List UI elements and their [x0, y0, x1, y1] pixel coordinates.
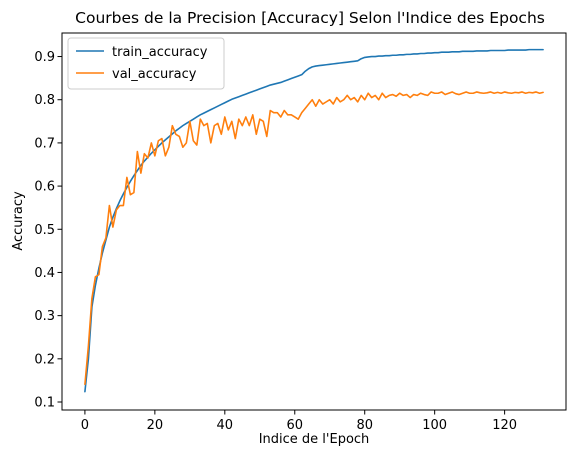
- y-tick-label: 0.5: [34, 223, 55, 238]
- chart-title: Courbes de la Precision [Accuracy] Selon…: [75, 9, 545, 27]
- x-tick-label: 80: [356, 418, 373, 433]
- series-line-train-accuracy: [84, 48, 544, 393]
- y-axis-ticks: 0.1 0.2 0.3 0.4 0.5 0.6 0.7 0.8 0.9: [34, 50, 62, 411]
- x-axis-ticks: 0 20 40 60 80 100 120: [81, 410, 517, 433]
- legend-frame: [67, 37, 225, 90]
- series-line-val-accuracy: [84, 91, 544, 386]
- legend: train_accuracy val_accuracy: [67, 37, 225, 90]
- legend-label-train-accuracy: train_accuracy: [112, 45, 208, 60]
- y-tick-label: 0.1: [34, 396, 55, 411]
- y-tick-label: 0.9: [34, 50, 55, 65]
- y-tick-label: 0.3: [34, 309, 55, 324]
- plot-area: [61, 32, 567, 411]
- y-tick-label: 0.6: [34, 180, 55, 195]
- y-axis-title: Accuracy: [11, 191, 26, 251]
- x-axis-title: Indice de l'Epoch: [259, 432, 370, 447]
- x-tick-label: 20: [147, 418, 164, 433]
- y-tick-label: 0.8: [34, 93, 55, 108]
- x-tick-label: 40: [217, 418, 234, 433]
- legend-label-val-accuracy: val_accuracy: [112, 67, 197, 82]
- x-tick-label: 120: [492, 418, 517, 433]
- y-tick-label: 0.2: [34, 352, 55, 367]
- x-tick-label: 100: [422, 418, 447, 433]
- y-tick-label: 0.7: [34, 136, 55, 151]
- y-tick-label: 0.4: [34, 266, 55, 281]
- x-tick-label: 0: [81, 418, 89, 433]
- series-lines: [84, 48, 544, 393]
- x-tick-label: 60: [286, 418, 303, 433]
